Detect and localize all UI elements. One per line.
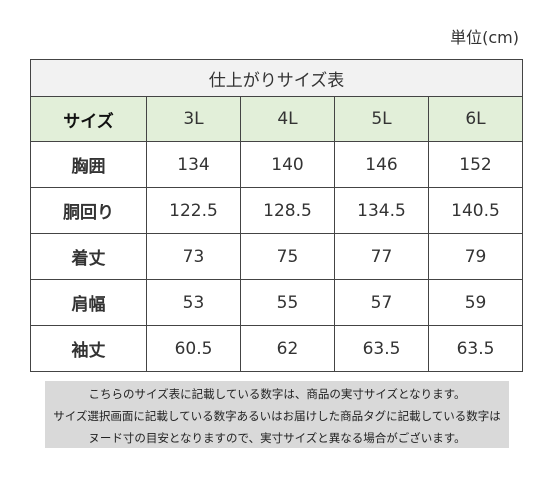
size-header: 5L [334,96,429,142]
table-cell: 77 [334,233,429,280]
size-header: 6L [427,96,524,142]
table-cell: 75 [240,233,335,280]
table-title: 仕上がりサイズ表 [29,59,524,97]
table-row: 肩幅 53 55 57 59 [30,279,524,326]
table-cell: 140.5 [427,187,524,234]
table-row: 袖丈 60.5 62 63.5 63.5 [30,325,524,372]
table-cell: 73 [146,233,241,280]
table-cell: 146 [334,141,429,188]
table-cell: 63.5 [334,325,429,372]
table-cell: 134 [146,141,241,188]
table-cell: 134.5 [334,187,429,234]
row-label: 胸囲 [30,141,147,188]
row-label: 肩幅 [30,279,147,326]
note-line: サイズ選択画面に記載している数字あるいはお届けした商品タグに記載している数字は [53,409,501,423]
table-header-row: サイズ 3L 4L 5L 6L [30,96,524,142]
table-row: 着丈 73 75 77 79 [30,233,524,280]
table-cell: 59 [427,279,524,326]
table-cell: 62 [240,325,335,372]
table-cell: 53 [146,279,241,326]
size-chart-table: 仕上がりサイズ表 サイズ 3L 4L 5L 6L 胸囲 134 140 146 … [29,59,524,372]
row-label: 着丈 [30,233,147,280]
table-cell: 79 [427,233,524,280]
note-line: ヌード寸の目安となりますので、実寸サイズと異なる場合がございます。 [88,431,466,445]
table-row: 胴回り 122.5 128.5 134.5 140.5 [30,187,524,234]
row-label: 胴回り [30,187,147,234]
table-cell: 57 [334,279,429,326]
note-line: こちらのサイズ表に記載している数字は、商品の実寸サイズとなります。 [88,387,466,401]
table-cell: 152 [427,141,524,188]
header-label: サイズ [30,96,147,142]
table-row: 胸囲 134 140 146 152 [30,141,524,188]
row-label: 袖丈 [30,325,147,372]
unit-label: 単位(cm) [450,28,519,47]
table-cell: 140 [240,141,335,188]
table-cell: 55 [240,279,335,326]
table-cell: 60.5 [146,325,241,372]
size-header: 3L [146,96,241,142]
table-cell: 128.5 [240,187,335,234]
measurement-note: こちらのサイズ表に記載している数字は、商品の実寸サイズとなります。 サイズ選択画… [45,381,509,448]
table-title-row: 仕上がりサイズ表 [29,59,524,97]
table-cell: 63.5 [427,325,524,372]
size-header: 4L [240,96,335,142]
table-cell: 122.5 [146,187,241,234]
